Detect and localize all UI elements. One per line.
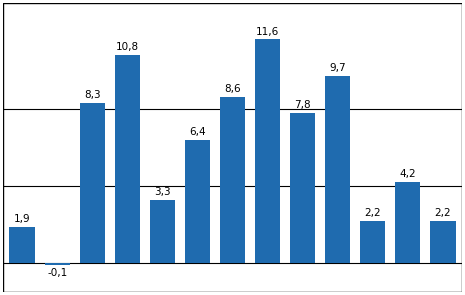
Text: 7,8: 7,8	[294, 100, 311, 110]
Bar	[3, 3, 462, 292]
Text: 2,2: 2,2	[435, 208, 451, 218]
Bar	[255, 40, 280, 263]
Bar	[185, 140, 210, 263]
Bar	[430, 221, 456, 263]
Text: 2,2: 2,2	[365, 208, 381, 218]
Bar	[395, 182, 420, 263]
Bar	[290, 113, 315, 263]
Bar	[80, 103, 105, 263]
Text: 6,4: 6,4	[189, 127, 206, 137]
Text: 4,2: 4,2	[399, 169, 416, 179]
Bar	[220, 97, 245, 263]
Text: 10,8: 10,8	[116, 42, 139, 52]
Text: 3,3: 3,3	[154, 187, 171, 197]
Text: 8,3: 8,3	[84, 90, 100, 100]
Bar	[325, 76, 350, 263]
Text: 8,6: 8,6	[224, 84, 241, 94]
Bar	[360, 221, 385, 263]
Bar	[150, 200, 175, 263]
Text: 11,6: 11,6	[256, 27, 279, 37]
Text: 9,7: 9,7	[329, 63, 346, 73]
Bar	[45, 263, 70, 265]
Text: 1,9: 1,9	[14, 214, 30, 224]
Text: -0,1: -0,1	[47, 268, 67, 278]
Bar	[115, 55, 140, 263]
Bar	[9, 227, 35, 263]
